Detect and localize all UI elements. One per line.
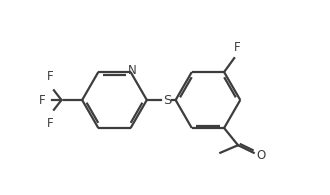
Text: F: F <box>47 117 53 130</box>
Text: S: S <box>163 94 171 106</box>
Text: F: F <box>47 70 53 83</box>
Text: O: O <box>257 149 266 162</box>
Text: F: F <box>233 41 240 54</box>
Text: F: F <box>38 94 45 106</box>
Text: N: N <box>127 64 136 76</box>
